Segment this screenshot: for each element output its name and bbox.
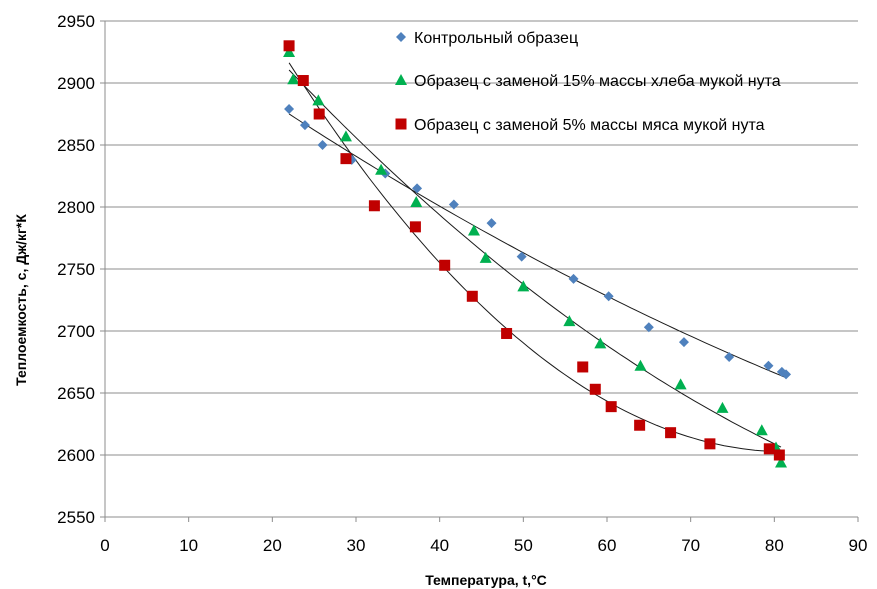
data-point-series-1 [516,251,527,262]
y-tick-label-2900: 2900 [57,74,95,93]
x-tick-label-20: 20 [263,536,282,555]
x-tick-label-0: 0 [100,536,109,555]
legend-marker-1 [396,32,406,42]
data-point-series-3 [577,361,589,373]
data-point-series-3 [589,383,601,395]
data-point-series-3 [605,401,617,413]
data-point-series-1 [568,273,579,284]
x-tick-label-90: 90 [849,536,868,555]
legend: Контрольный образец Образец с заменой 15%… [395,30,781,134]
y-tick-label-2800: 2800 [57,198,95,217]
data-point-series-2 [517,280,530,292]
data-point-series-2 [375,163,388,175]
x-tick-label-80: 80 [765,536,784,555]
data-point-series-3 [704,438,716,450]
data-point-series-3 [340,153,352,165]
data-point-series-2 [563,315,576,327]
data-point-series-1 [317,140,328,150]
data-point-series-2 [287,73,300,85]
data-point-series-1 [486,218,497,229]
data-point-series-2 [716,401,729,413]
data-point-series-1 [299,120,310,131]
x-tick-label-60: 60 [598,536,617,555]
y-tick-labels: 2550 2600 2650 2700 2750 2800 2850 2900 2950 [57,12,95,527]
data-point-series-1 [724,352,735,363]
data-point-series-3 [439,259,451,271]
data-point-series-3 [634,419,646,431]
data-point-series-2 [634,359,647,371]
legend-label-3: Образец с заменой 5% массы мяса мукой ну… [414,117,765,134]
data-point-series-1 [448,199,459,210]
data-point-series-2 [755,424,768,436]
data-point-series-2 [339,130,352,142]
data-points [283,40,792,468]
data-point-series-3 [368,200,380,212]
y-tick-label-2750: 2750 [57,260,95,279]
data-point-series-2 [674,378,687,390]
legend-label-1: Контрольный образец [414,30,578,47]
data-point-series-3 [297,75,309,87]
y-tick-label-2600: 2600 [57,446,95,465]
data-point-series-3 [466,290,478,302]
x-tick-label-40: 40 [430,536,449,555]
trendline-series-1 [288,113,787,379]
data-point-series-2 [594,337,607,349]
data-point-series-1 [603,291,614,302]
legend-label-2: Образец с заменой 15% массы хлеба мукой … [414,73,781,90]
data-point-series-2 [467,224,480,236]
data-point-series-1 [643,322,654,333]
data-point-series-3 [665,427,677,439]
trendline-series-3 [288,62,780,453]
data-point-series-2 [479,251,492,263]
x-tick-label-10: 10 [179,536,198,555]
data-point-series-3 [773,449,785,461]
x-tick-labels: 0 10 20 30 40 50 60 70 80 90 [100,536,867,555]
data-point-series-3 [409,221,421,233]
y-tick-label-2700: 2700 [57,322,95,341]
y-tick-label-2550: 2550 [57,508,95,527]
data-point-series-1 [763,360,774,371]
data-point-series-3 [283,40,295,52]
y-tick-label-2850: 2850 [57,136,95,155]
x-axis-title: Температура, t,°C [425,572,547,588]
legend-marker-3 [395,118,407,130]
data-point-series-3 [313,108,325,120]
grid-lines [105,20,858,456]
data-point-series-1 [284,104,295,115]
data-point-series-2 [283,46,296,57]
y-tick-label-2950: 2950 [57,12,95,31]
y-tick-label-2650: 2650 [57,384,95,403]
trendlines [288,62,787,453]
data-point-series-3 [763,443,775,455]
x-tick-label-50: 50 [514,536,533,555]
data-point-series-2 [775,456,788,468]
data-point-series-2 [410,196,423,208]
data-point-series-1 [412,183,423,194]
data-point-series-3 [501,327,513,339]
data-point-series-1 [678,337,689,348]
axes [100,20,859,522]
data-point-series-2 [312,94,325,106]
legend-marker-2 [395,74,407,85]
trendline-series-2 [288,69,782,448]
x-tick-label-70: 70 [681,536,700,555]
y-axis-title: Теплоемкость, с, Дж/кг*К [13,214,29,386]
data-point-series-1 [781,369,792,380]
x-tick-label-30: 30 [347,536,366,555]
